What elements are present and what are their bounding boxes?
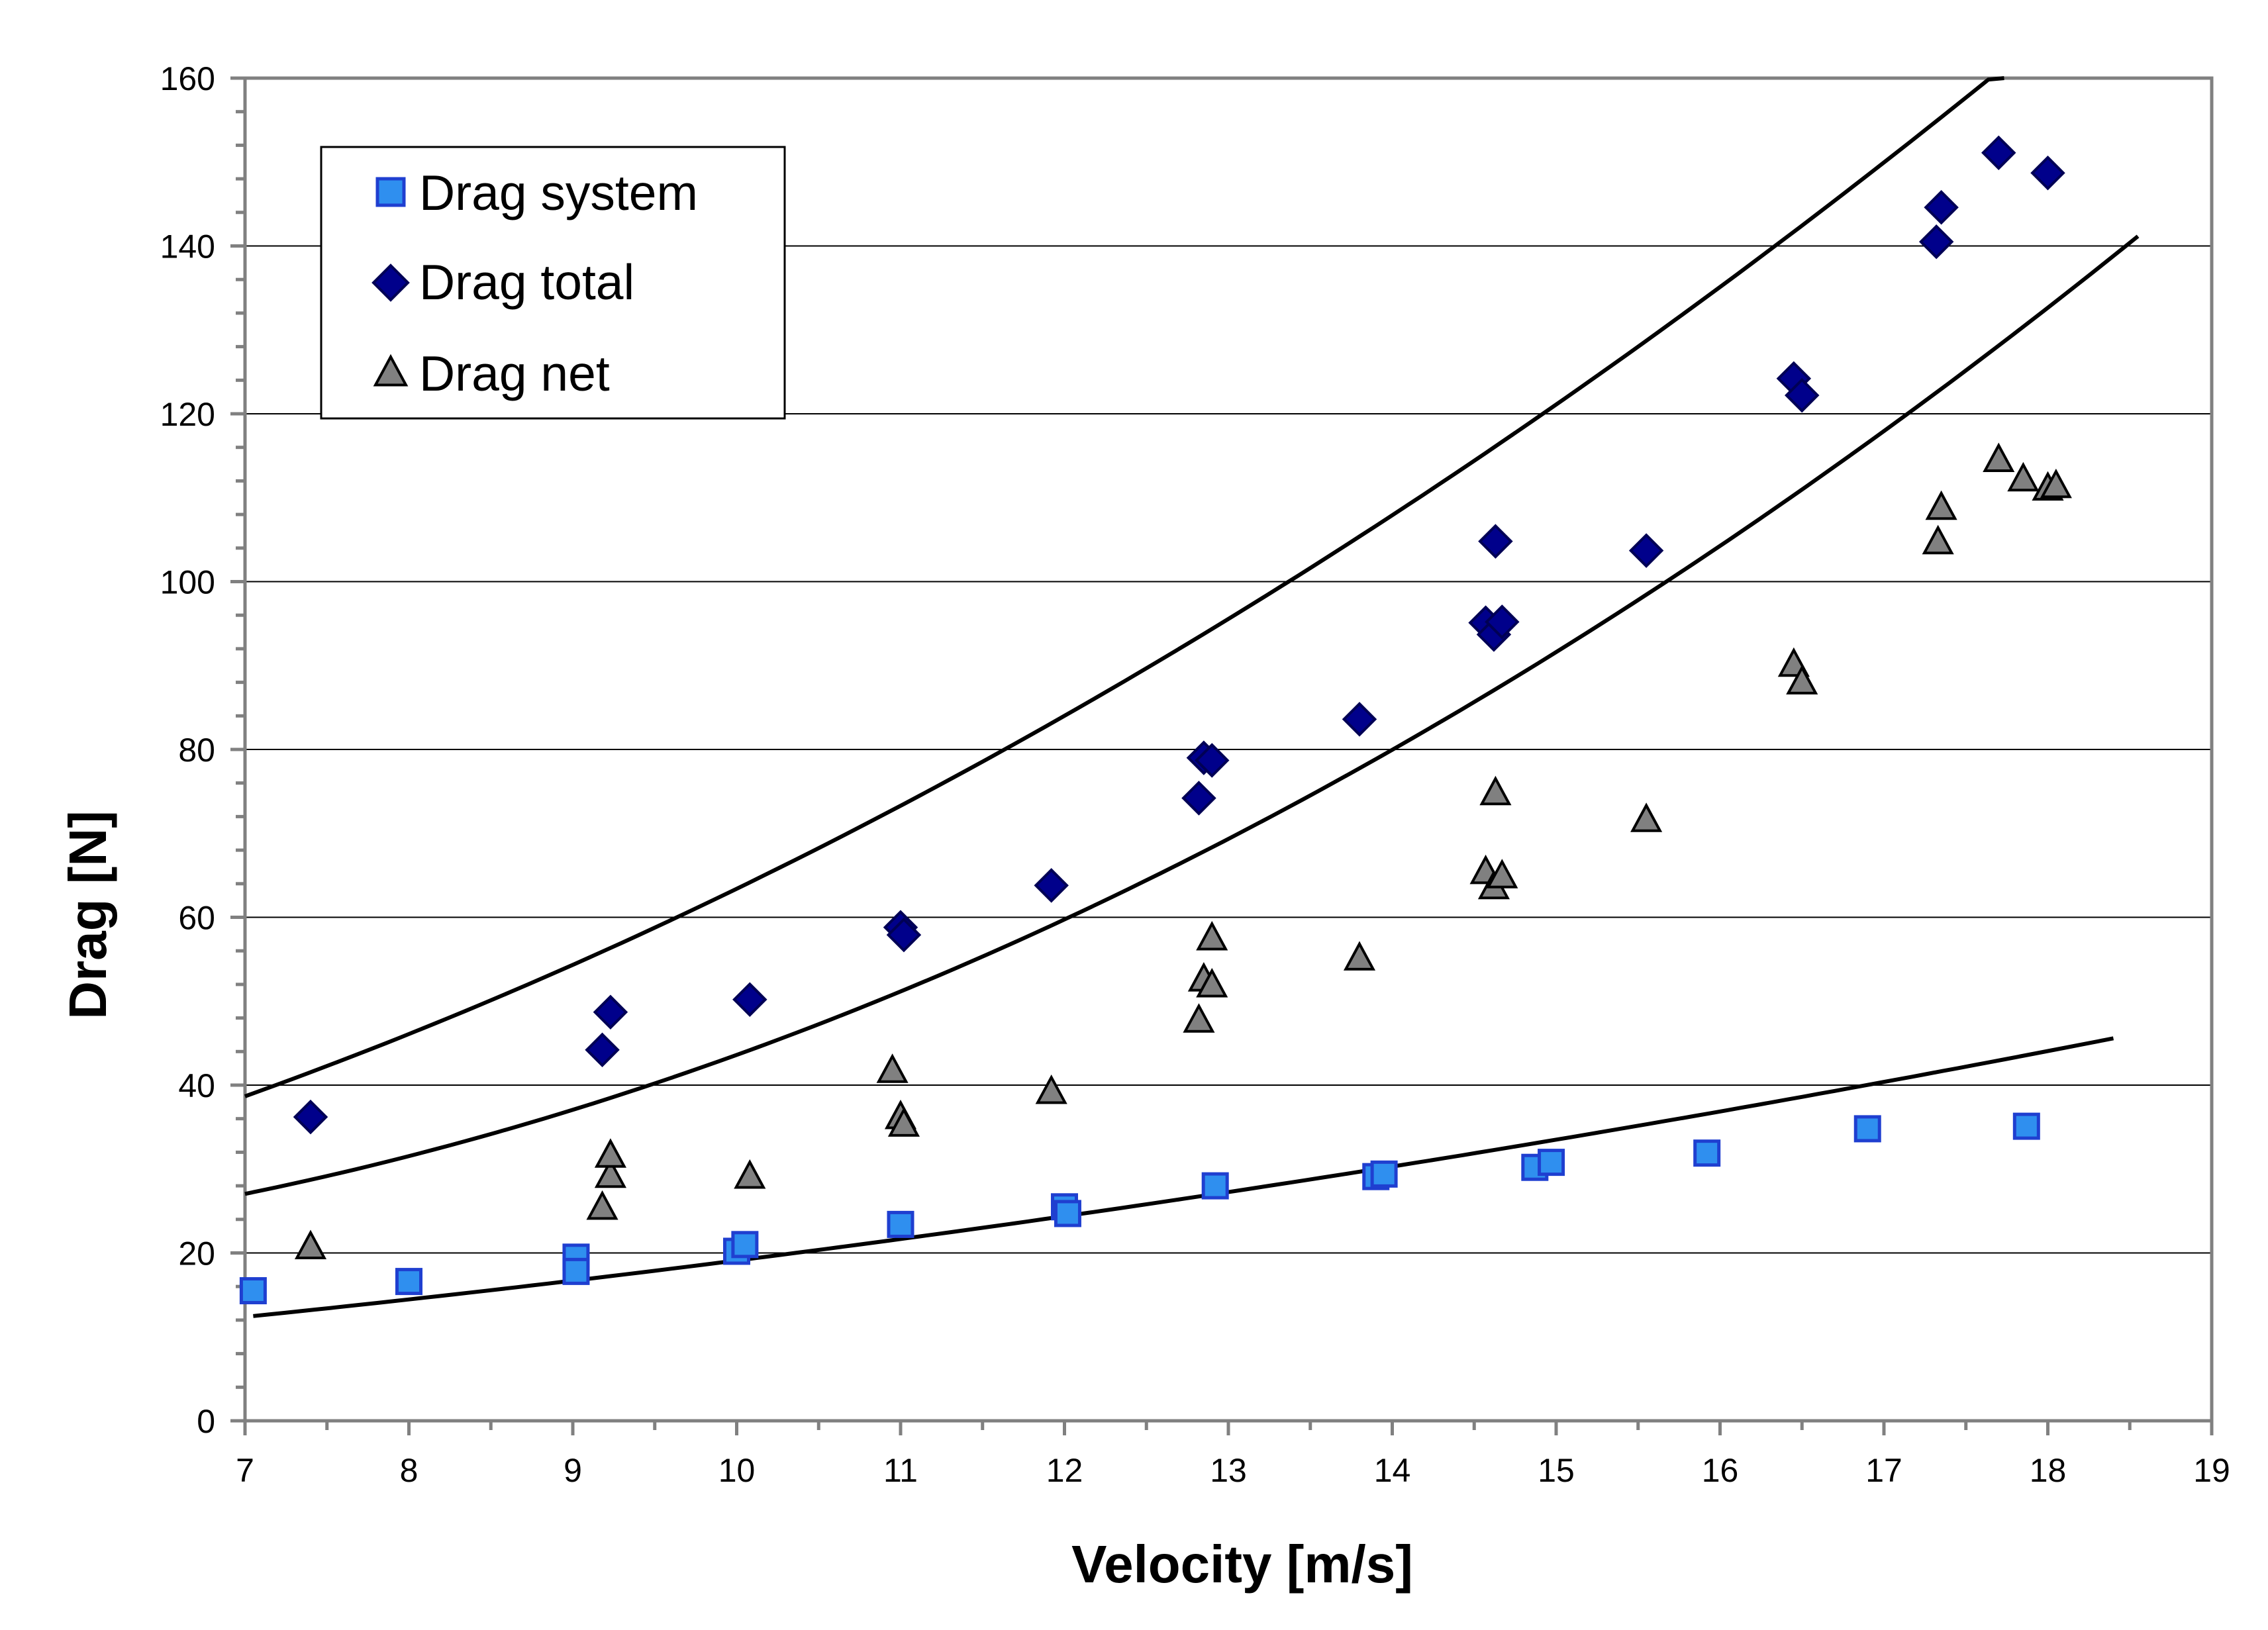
point-square-0-9 <box>1201 1172 1229 1200</box>
y-tick-label-160: 160 <box>160 60 215 97</box>
point-triangle-2-5 <box>876 1053 909 1083</box>
y-tick-label-0: 0 <box>197 1403 215 1440</box>
point-triangle-2-17 <box>1479 775 1512 806</box>
x-tick-label-14: 14 <box>1374 1452 1411 1489</box>
point-square-0-13 <box>1538 1149 1565 1176</box>
x-tick-label-19: 19 <box>2193 1452 2230 1489</box>
point-triangle-2-20 <box>1786 665 1818 695</box>
x-tick-label-18: 18 <box>2030 1452 2067 1489</box>
x-tick-label-15: 15 <box>1538 1452 1575 1489</box>
data-markers <box>239 135 2072 1305</box>
legend-swatch-1 <box>371 264 410 302</box>
legend-swatches <box>371 177 410 387</box>
legend-label-drag-total: Drag total <box>419 254 634 310</box>
point-square-0-3 <box>562 1257 590 1285</box>
point-triangle-2-1 <box>586 1190 618 1220</box>
point-triangle-2-21 <box>1922 524 1954 555</box>
point-diamond-1-9 <box>1195 743 1230 778</box>
tick-labels: 0 20 40 60 80 100 120 140 160 7 8 9 10 11 12 13 14 15 16 17… <box>160 60 2230 1489</box>
x-tick-label-11: 11 <box>883 1452 918 1489</box>
point-triangle-2-4 <box>734 1159 766 1189</box>
point-diamond-1-6 <box>1034 868 1069 903</box>
point-triangle-2-2 <box>594 1158 626 1188</box>
point-diamond-1-17 <box>1785 377 1820 413</box>
x-tick-label-7: 7 <box>236 1452 254 1489</box>
trendline-2 <box>244 234 2140 1196</box>
point-triangle-2-18 <box>1630 802 1663 832</box>
point-square-0-5 <box>731 1231 759 1259</box>
point-diamond-1-14 <box>1478 524 1513 559</box>
x-tick-label-12: 12 <box>1046 1452 1083 1489</box>
point-diamond-1-13 <box>1485 604 1520 640</box>
x-axis-title: Velocity [m/s] <box>1071 1535 1413 1594</box>
point-diamond-1-19 <box>1924 189 1959 225</box>
x-tick-label-13: 13 <box>1210 1452 1247 1489</box>
point-diamond-1-0 <box>293 1099 328 1135</box>
legend-label-drag-net: Drag net <box>419 346 610 401</box>
legend: Drag system Drag total Drag net <box>320 146 786 420</box>
y-tick-label-140: 140 <box>160 228 215 265</box>
point-triangle-2-12 <box>1196 921 1228 951</box>
point-diamond-1-10 <box>1342 702 1377 737</box>
point-triangle-2-3 <box>594 1138 626 1168</box>
point-diamond-1-18 <box>1918 224 1954 260</box>
point-triangle-2-13 <box>1343 941 1376 971</box>
legend-swatch-0 <box>375 177 406 207</box>
legend-label-drag-system: Drag system <box>419 165 698 220</box>
point-diamond-1-1 <box>585 1032 620 1067</box>
point-diamond-1-3 <box>732 982 767 1017</box>
point-triangle-2-11 <box>1196 967 1228 998</box>
y-tick-label-80: 80 <box>178 732 215 769</box>
x-tick-label-8: 8 <box>400 1452 419 1489</box>
axes <box>230 76 2214 1435</box>
y-tick-label-40: 40 <box>178 1067 215 1104</box>
y-tick-label-60: 60 <box>178 900 215 937</box>
y-tick-label-20: 20 <box>178 1235 215 1272</box>
point-square-0-0 <box>239 1277 267 1305</box>
point-triangle-2-0 <box>294 1229 327 1259</box>
point-diamond-1-2 <box>593 994 628 1030</box>
y-tick-label-120: 120 <box>160 396 215 433</box>
point-triangle-2-8 <box>1035 1074 1067 1104</box>
point-triangle-2-7 <box>887 1107 920 1137</box>
x-tick-label-16: 16 <box>1702 1452 1739 1489</box>
point-diamond-1-15 <box>1628 533 1664 568</box>
x-tick-label-9: 9 <box>564 1452 582 1489</box>
point-square-0-6 <box>887 1210 914 1238</box>
point-square-0-16 <box>2012 1112 2040 1140</box>
x-tick-label-10: 10 <box>718 1452 756 1489</box>
point-triangle-2-22 <box>1925 490 1957 520</box>
point-square-0-15 <box>1853 1115 1881 1143</box>
point-triangle-2-26 <box>2040 468 2072 499</box>
point-triangle-2-9 <box>1183 1003 1215 1033</box>
y-axis-title: Drag [N] <box>58 810 117 1020</box>
point-square-0-14 <box>1693 1139 1721 1167</box>
point-square-0-11 <box>1370 1160 1398 1188</box>
point-diamond-1-7 <box>1181 781 1216 816</box>
point-square-0-8 <box>1054 1200 1081 1227</box>
point-triangle-2-23 <box>1983 442 2015 473</box>
point-diamond-1-21 <box>2030 155 2065 191</box>
point-square-0-1 <box>395 1268 422 1296</box>
point-triangle-2-16 <box>1486 859 1518 888</box>
point-triangle-2-24 <box>2007 461 2040 492</box>
y-tick-label-100: 100 <box>160 564 215 601</box>
point-diamond-1-20 <box>1981 135 2016 171</box>
trendline-1 <box>244 76 2004 1098</box>
x-tick-label-17: 17 <box>1865 1452 1902 1489</box>
legend-swatch-2 <box>373 354 409 387</box>
point-diamond-1-5 <box>886 917 922 953</box>
